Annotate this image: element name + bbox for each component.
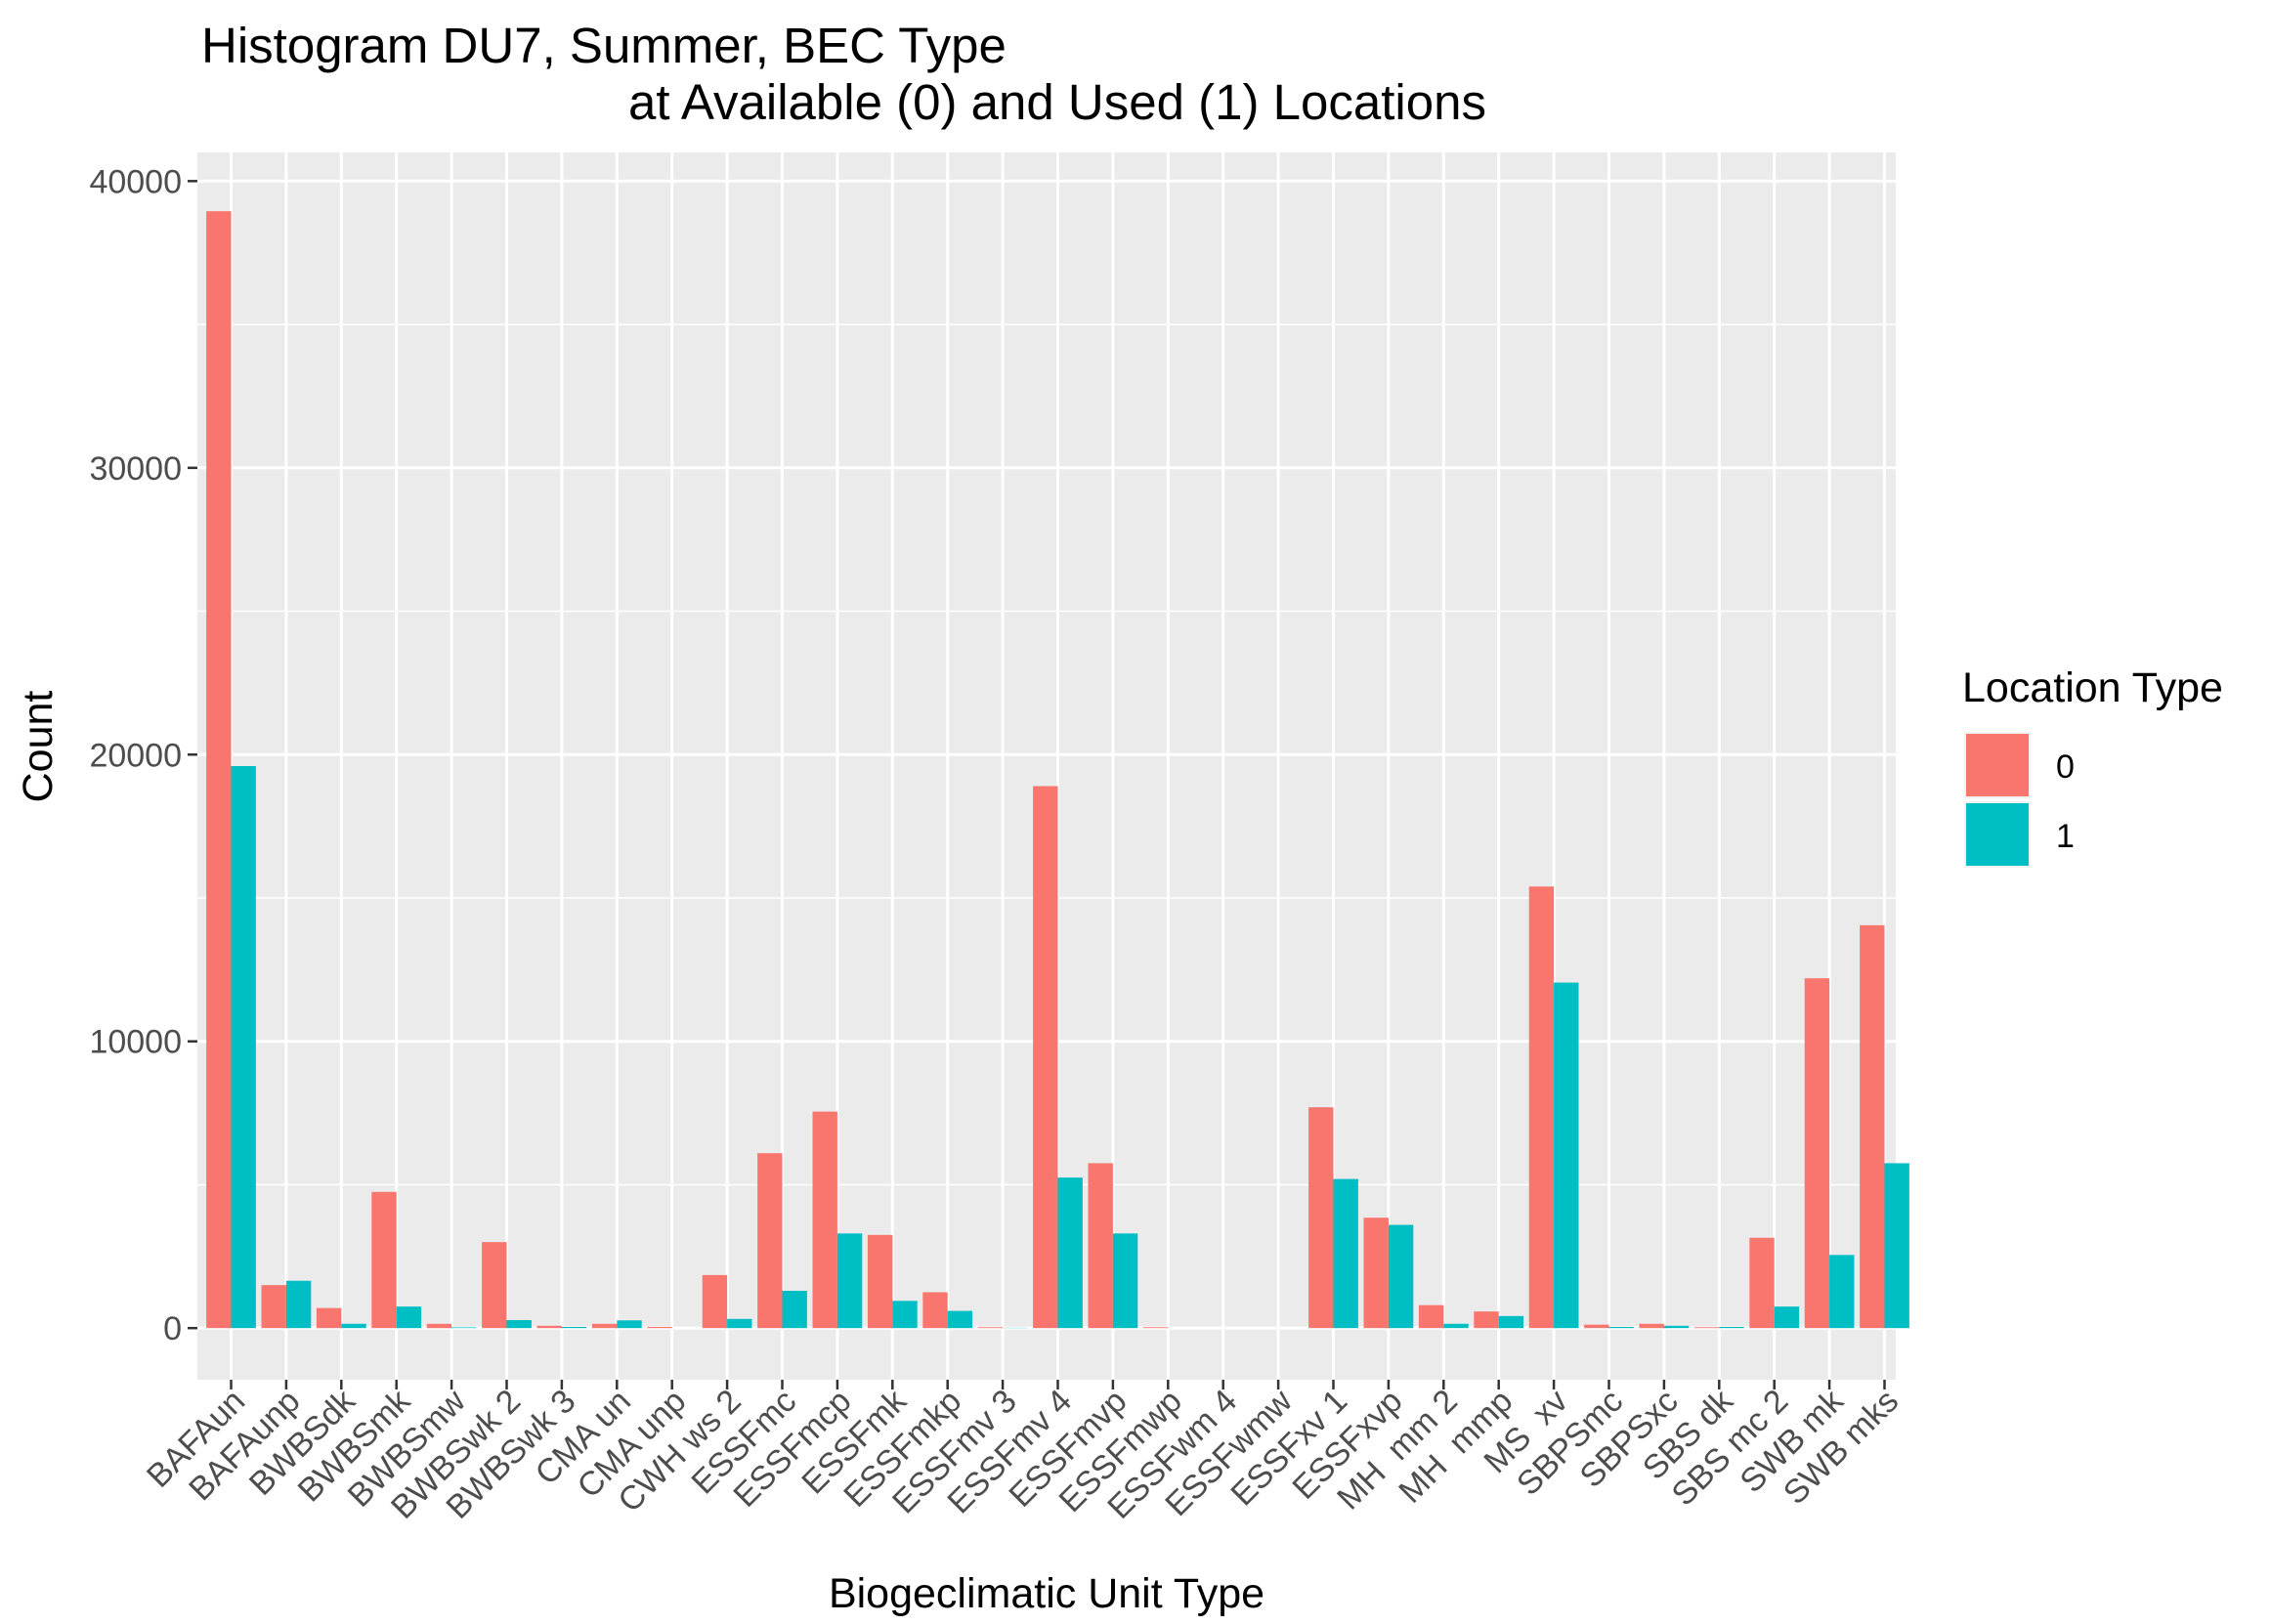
y-tick-label: 30000 [89,450,182,488]
bar-series-0 [977,1327,1004,1329]
bar-series-1 [727,1318,752,1329]
bar-series-0 [426,1323,452,1329]
bar-series-1 [1057,1177,1083,1329]
bar-series-1 [506,1319,532,1329]
bar-series-1 [1663,1325,1690,1329]
bar-series-1 [1719,1327,1744,1329]
bar-series-0 [1528,886,1555,1329]
bar-series-0 [702,1274,728,1329]
bar-series-0 [1860,924,1885,1329]
bar-series-0 [1584,1324,1609,1329]
bar-series-0 [757,1153,783,1329]
bar-series-1 [231,766,256,1329]
bar-series-0 [647,1327,672,1329]
bar-series-1 [782,1291,807,1329]
bar-series-0 [1363,1218,1389,1329]
bar-series-1 [892,1301,918,1329]
bar-series-1 [1884,1163,1909,1329]
bar-series-0 [1474,1311,1499,1329]
bar-series-1 [561,1327,587,1329]
bar-series-0 [922,1292,948,1329]
legend: Location Type 0 1 [1962,664,2223,868]
bar-series-1 [1112,1233,1138,1329]
legend-label-1: 1 [2056,818,2075,855]
bar-series-1 [1554,982,1579,1329]
bar-series-0 [482,1242,507,1329]
bar-series-0 [1142,1327,1169,1329]
bar-series-1 [1829,1255,1855,1329]
bar-series-0 [1693,1327,1720,1329]
bar-series-1 [1443,1323,1469,1329]
bar-series-1 [1388,1224,1414,1329]
bars [206,211,1909,1329]
bar-series-0 [261,1285,286,1329]
y-tick-label: 40000 [89,163,182,200]
chart-subtitle: at Available (0) and Used (1) Locations [628,74,1486,130]
x-axis-title: Biogeclimatic Unit Type [829,1570,1264,1617]
bar-series-1 [285,1280,312,1329]
bar-series-1 [836,1233,863,1329]
bar-series-0 [316,1307,342,1329]
y-tick-label: 20000 [89,737,182,774]
bar-series-1 [1333,1178,1358,1329]
legend-label-0: 0 [2056,748,2075,786]
bar-series-0 [812,1111,837,1329]
y-axis-title: Count [15,691,62,803]
bar-series-0 [1308,1107,1334,1329]
bar-series-0 [536,1325,562,1329]
bar-series-1 [947,1310,973,1329]
bar-series-0 [1033,786,1058,1329]
bar-series-0 [591,1323,618,1329]
bar-series-1 [451,1327,477,1329]
legend-swatch-1 [1966,803,2029,866]
legend-title: Location Type [1962,664,2223,711]
bar-series-0 [1804,978,1830,1329]
bar-series-0 [867,1234,893,1329]
bar-series-0 [1088,1163,1113,1329]
bar-series-1 [1498,1315,1524,1329]
bar-series-0 [206,211,232,1329]
bar-series-1 [396,1306,422,1329]
legend-swatch-0 [1966,734,2029,796]
bar-series-0 [1749,1237,1775,1329]
bar-series-1 [1774,1306,1800,1329]
bar-series-0 [371,1191,397,1329]
chart-title: Histogram DU7, Summer, BEC Type [201,18,1007,73]
bar-series-1 [1608,1327,1634,1329]
bar-series-1 [341,1323,366,1329]
y-tick-label: 10000 [89,1024,182,1061]
y-tick-label: 0 [163,1310,182,1347]
bar-series-0 [1639,1323,1664,1329]
bar-series-1 [617,1320,642,1329]
bar-series-0 [1418,1304,1444,1329]
